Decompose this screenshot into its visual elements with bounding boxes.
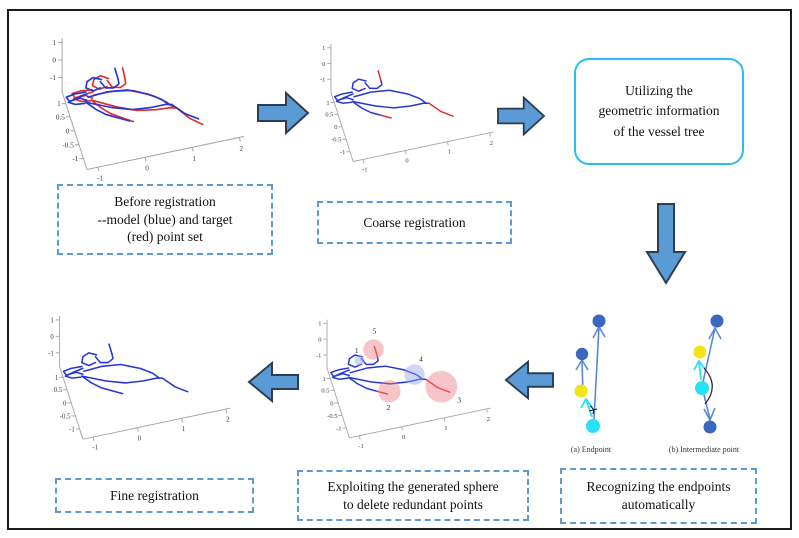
svg-text:-1: -1	[50, 74, 56, 82]
label-line: Coarse registration	[363, 214, 466, 230]
svg-text:-1: -1	[336, 425, 341, 432]
arrow-right-icon	[256, 88, 310, 138]
svg-text:0: 0	[402, 434, 405, 441]
svg-text:1: 1	[182, 426, 185, 433]
svg-text:0: 0	[52, 57, 56, 65]
endpoint-dot-cyan	[586, 419, 600, 433]
svg-text:1: 1	[192, 155, 196, 163]
label-exploiting-sphere: Exploiting the generated sphere to delet…	[297, 470, 529, 521]
svg-text:0: 0	[322, 61, 325, 68]
label-before-registration: Before registration --model (blue) and t…	[57, 184, 273, 255]
endpoint-dot-blue	[592, 314, 606, 328]
svg-text:-0.5: -0.5	[60, 413, 71, 420]
label-line: Before registration	[114, 193, 216, 209]
diagram-b-intermediate-point	[693, 314, 724, 434]
svg-text:0.5: 0.5	[56, 113, 65, 121]
svg-text:2: 2	[387, 403, 391, 412]
svg-text:1: 1	[448, 149, 451, 156]
svg-text:-1: -1	[72, 155, 78, 163]
label-line: automatically	[621, 497, 696, 512]
svg-text:1: 1	[444, 425, 447, 432]
label-line: Recognizing the endpoints	[586, 479, 731, 495]
label-coarse-registration: Coarse registration	[317, 201, 512, 244]
svg-text:3: 3	[457, 395, 461, 404]
plot-coarse-registration: 1 0 -1 1 0.5 0 -0.5 -1 -1 0 1 2	[318, 30, 503, 182]
svg-text:0: 0	[66, 127, 70, 135]
arrow-left-icon	[502, 355, 556, 405]
arrow-down-icon	[645, 202, 689, 286]
arrow-left-icon	[246, 355, 300, 409]
svg-text:1: 1	[52, 39, 56, 47]
svg-text:-1: -1	[97, 175, 103, 183]
svg-text:-0.5: -0.5	[327, 413, 337, 420]
svg-text:0: 0	[63, 400, 67, 407]
plot-fine-registration: 1 0 -1 1 0.5 0 -0.5 -1 -1 0 1 2	[46, 306, 240, 456]
svg-text:1: 1	[326, 100, 329, 107]
label-line: (red) point set	[127, 229, 203, 245]
diagram-a-endpoint	[574, 314, 606, 433]
label-line: of the vessel tree	[613, 123, 705, 139]
svg-text:0.5: 0.5	[54, 387, 63, 394]
label-line: Exploiting the generated sphere	[327, 478, 499, 494]
svg-text:1: 1	[322, 376, 325, 383]
endpoint-dot-yellow	[574, 384, 588, 398]
svg-text:5: 5	[373, 327, 377, 336]
svg-text:4: 4	[419, 355, 423, 364]
svg-text:1: 1	[50, 317, 53, 324]
figure-frame	[7, 9, 792, 530]
endpoint-dot-cyan	[695, 381, 709, 395]
svg-text:0: 0	[330, 400, 333, 407]
label-line: Utilizing the	[625, 83, 693, 99]
svg-text:1: 1	[355, 346, 359, 355]
svg-text:-1: -1	[316, 352, 321, 359]
svg-text:-0.5: -0.5	[331, 137, 341, 144]
endpoint-dot-yellow	[693, 345, 707, 359]
caption-intermediate-point: (b) Intermediate point	[668, 445, 740, 454]
svg-text:0.5: 0.5	[321, 388, 329, 395]
plot-sphere-deletion: 1 0 -1 1 0.5 0 -0.5 -1 -1 0 1 2 5 1 4 2 3	[314, 306, 500, 458]
svg-text:-1: -1	[358, 443, 363, 450]
label-line: Fine registration	[110, 487, 199, 503]
svg-text:-1: -1	[69, 426, 75, 433]
arrow-right-icon	[496, 93, 546, 139]
svg-text:0.5: 0.5	[325, 112, 333, 119]
svg-text:0: 0	[138, 435, 142, 442]
endpoint-dot-blue	[703, 420, 717, 434]
svg-text:-1: -1	[92, 445, 98, 452]
svg-text:-1: -1	[48, 350, 54, 357]
svg-text:0: 0	[50, 334, 54, 341]
endpoint-diagram	[555, 298, 767, 443]
endpoint-dot-blue	[575, 347, 589, 361]
svg-text:2: 2	[487, 416, 490, 423]
label-line: --model (blue) and target	[97, 211, 233, 227]
svg-text:-1: -1	[320, 76, 325, 83]
caption-endpoint: (a) Endpoint	[570, 445, 612, 454]
endpoint-dot-blue	[710, 314, 724, 328]
svg-text:-0.5: -0.5	[62, 141, 74, 149]
label-line: to delete redundant points	[343, 496, 483, 512]
svg-text:-1: -1	[362, 166, 367, 173]
label-line: geometric information	[598, 103, 720, 119]
svg-text:2: 2	[490, 140, 493, 147]
svg-text:0: 0	[145, 165, 149, 173]
label-fine-registration: Fine registration	[55, 478, 254, 513]
svg-text:0: 0	[334, 124, 337, 131]
box-utilizing-geometric-information: Utilizing the geometric information of t…	[574, 58, 744, 165]
svg-text:1: 1	[318, 321, 321, 328]
svg-text:1: 1	[55, 375, 58, 382]
svg-text:1: 1	[322, 45, 325, 52]
svg-text:2: 2	[226, 417, 230, 424]
label-recognizing-endpoints: Recognizing the endpoints automatically	[560, 468, 757, 524]
svg-text:0: 0	[405, 158, 408, 165]
plot-before-registration: 1 0 -1 1 0.5 0 -0.5 -1 -1 0 1 2	[40, 30, 262, 185]
svg-text:0: 0	[318, 337, 321, 344]
svg-text:1: 1	[57, 100, 61, 108]
svg-text:-1: -1	[340, 149, 345, 156]
svg-text:2: 2	[240, 145, 244, 153]
